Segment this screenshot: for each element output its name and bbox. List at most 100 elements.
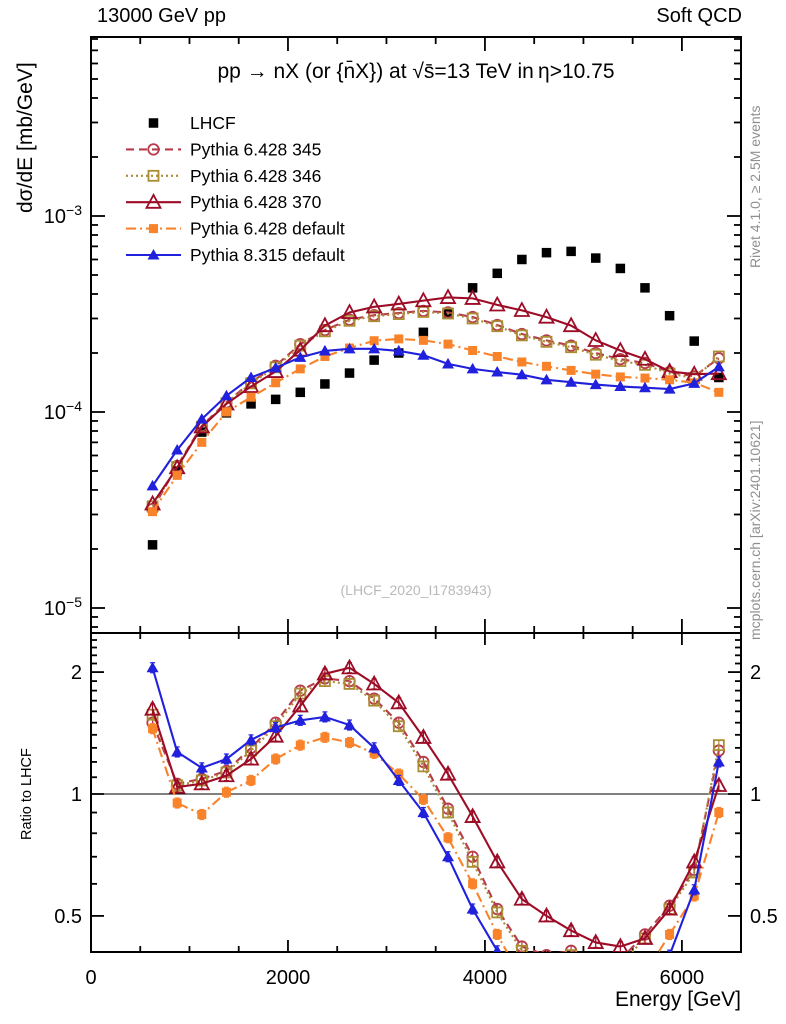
legend-label-pythia-8315-default: Pythia 8.315 default [190,245,345,265]
marker-lhcf [418,327,429,338]
marker-pythia-6428-default [418,335,428,345]
marker-pythia-8315-default [294,351,307,362]
marker-pythia-6428-370 [537,906,556,923]
marker-pythia-6428-default [197,437,207,447]
marker-pythia-6428-346 [368,310,381,323]
marker-pythia-6428-346 [589,348,602,361]
main-panel-series [144,246,728,550]
marker-pythia-6428-370 [562,921,580,938]
marker-pythia-6428-default [271,378,281,388]
marker-pythia-8315-default [318,710,331,722]
marker-pythia-6428-default [221,787,231,797]
error-bars-pythia-6428-345 [150,672,722,952]
marker-pythia-6428-370 [341,303,359,319]
marker-pythia-8315-default [712,360,725,372]
marker-pythia-6428-370 [636,350,654,366]
marker-pythia-6428-default [615,372,625,382]
line-pythia-6428-370 [151,666,720,948]
marker-pythia-8315-default [540,373,553,385]
line-pythia-6428-345 [151,677,720,952]
marker-pythia-6428-370 [365,674,383,691]
marker-pythia-6428-default [689,891,699,901]
marker-pythia-6428-default [320,351,330,361]
marker-pythia-6428-default [492,351,502,361]
ratio-y-axis-title: Ratio to LHCF [19,748,35,840]
beam-label: 13000 GeV pp [97,5,226,27]
marker-pythia-8315-default [466,903,479,914]
marker-pythia-6428-346 [147,169,160,182]
marker-pythia-6428-346 [565,949,578,952]
marker-pythia-6428-346 [491,906,504,919]
legend-label-lhcf: LHCF [190,113,236,133]
ratio-panel-series [144,658,728,974]
marker-pythia-8315-default [417,349,430,360]
marker-pythia-6428-346 [541,955,551,965]
marker-lhcf [566,246,576,257]
marker-pythia-8315-default [343,342,356,354]
marker-lhcf [590,253,601,263]
marker-pythia-8315-default [417,806,430,818]
marker-pythia-6428-370 [488,852,506,869]
marker-pythia-6428-default [714,387,724,397]
marker-pythia-6428-345 [590,959,601,970]
line-pythia-6428-370 [151,296,719,505]
marker-pythia-8315-default [245,733,258,745]
marker-pythia-8315-default [171,443,184,455]
marker-pythia-6428-default [221,407,231,417]
marker-pythia-6428-346 [712,739,725,752]
marker-pythia-8315-default [392,344,405,356]
marker-pythia-8315-default [515,368,528,380]
marker-pythia-6428-default [369,336,379,346]
marker-pythia-6428-default [295,364,305,374]
line-pythia-6428-346 [151,680,720,952]
marker-pythia-8315-default [368,741,381,753]
marker-pythia-6428-370 [587,331,605,347]
marker-pythia-8315-default [294,714,307,725]
marker-pythia-6428-370 [612,937,629,952]
marker-pythia-6428-346 [417,760,430,773]
marker-pythia-6428-default [492,929,502,939]
marker-pythia-6428-default [172,798,182,808]
marker-pythia-8315-default [392,774,405,786]
marker-pythia-6428-346 [442,307,454,320]
marker-lhcf [369,355,379,365]
marker-pythia-8315-default [688,377,701,388]
marker-pythia-6428-370 [267,726,285,743]
marker-pythia-6428-370 [636,929,654,945]
marker-pythia-6428-370 [562,316,580,333]
marker-pythia-6428-346 [515,944,528,952]
marker-lhcf [295,387,306,398]
marker-lhcf [615,263,626,274]
marker-pythia-6428-370 [316,664,334,681]
marker-pythia-8315-default [667,949,672,952]
marker-pythia-6428-370 [144,193,163,209]
marker-pythia-6428-default [566,365,576,375]
mcplots-reference-note: mcplots.cern.ch [arXiv:2401.10621] [747,420,763,640]
marker-lhcf [517,254,527,265]
marker-pythia-8315-default [493,944,502,952]
marker-pythia-6428-default [172,470,182,480]
marker-pythia-6428-default [394,334,404,344]
ratio-y-tick-label-right: 2 [750,662,761,684]
ratio-panel-frame [90,632,742,953]
marker-pythia-6428-default [295,740,305,750]
marker-pythia-6428-370 [217,766,235,783]
main-y-tick-label: 10−4 [44,398,82,424]
marker-pythia-6428-346 [466,855,479,868]
marker-pythia-6428-345 [147,143,160,156]
marker-pythia-6428-default [665,375,675,385]
marker-pythia-6428-346 [591,964,601,974]
marker-pythia-6428-346 [540,335,553,348]
marker-pythia-6428-default [148,724,158,734]
marker-pythia-8315-default [663,383,676,394]
marker-pythia-6428-346 [565,341,578,354]
marker-pythia-8315-default [195,413,208,424]
marker-pythia-8315-default [245,371,258,383]
ratio-y-tick-label: 0.5 [54,906,82,928]
marker-pythia-8315-default [220,389,233,401]
marker-lhcf [541,247,552,258]
marker-pythia-8315-default [147,249,160,260]
marker-pythia-6428-370 [537,307,556,324]
